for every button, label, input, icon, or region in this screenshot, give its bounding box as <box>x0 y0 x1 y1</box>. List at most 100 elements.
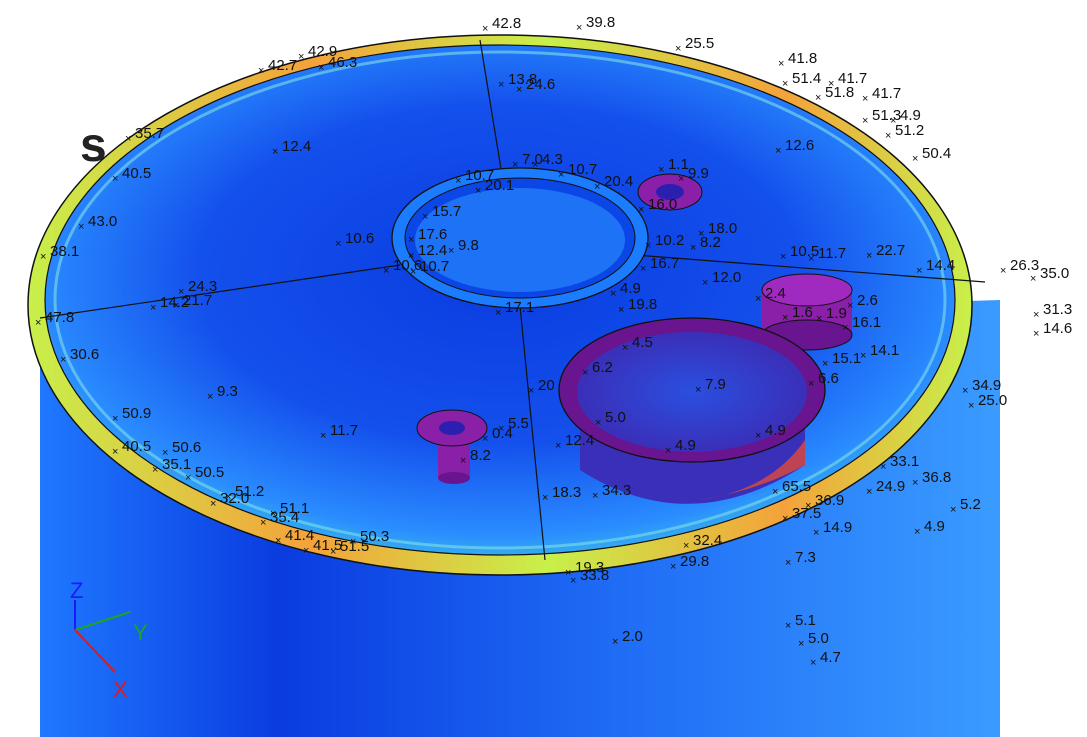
stress-value-label: 51.4 <box>792 70 821 87</box>
stress-value-label: 34.3 <box>602 482 631 499</box>
stress-value-label: 4.9 <box>900 107 921 124</box>
node-marker: × <box>482 433 488 445</box>
stress-value-label: 4.9 <box>675 437 696 454</box>
stress-value-label: 41.4 <box>285 527 314 544</box>
node-marker: × <box>782 312 788 324</box>
node-marker: × <box>558 169 564 181</box>
stress-value-label: 50.5 <box>195 464 224 481</box>
stress-value-label: 12.4 <box>282 138 311 155</box>
node-marker: × <box>816 313 822 325</box>
node-marker: × <box>638 204 644 216</box>
triad-x-label: X <box>113 677 128 702</box>
stress-value-label: 10.7 <box>465 167 494 184</box>
node-marker: × <box>576 22 582 34</box>
node-marker: × <box>810 657 816 669</box>
node-marker: × <box>35 317 41 329</box>
node-marker: × <box>847 300 853 312</box>
stress-value-label: 12.0 <box>712 269 741 286</box>
nozzle-top-small <box>637 173 703 211</box>
stress-value-label: 42.9 <box>308 43 337 60</box>
stress-value-label: 65.5 <box>782 478 811 495</box>
node-marker: × <box>595 417 601 429</box>
stress-value-label: 5.0 <box>605 409 626 426</box>
node-marker: × <box>968 400 974 412</box>
node-marker: × <box>335 238 341 250</box>
node-marker: × <box>885 130 891 142</box>
axis-triad: Z Y X <box>70 578 148 702</box>
stress-value-label: 2.0 <box>622 628 643 645</box>
stress-value-label: 35.0 <box>1040 265 1069 282</box>
stress-value-label: 35.7 <box>135 125 164 142</box>
nozzle-left-small <box>416 409 488 484</box>
stress-value-label: 41.7 <box>838 70 867 87</box>
node-marker: × <box>555 440 561 452</box>
stress-value-label: 18.3 <box>552 484 581 501</box>
node-marker: × <box>782 78 788 90</box>
node-marker: × <box>150 302 156 314</box>
stress-value-label: 0.4 <box>492 425 513 442</box>
node-marker: × <box>962 385 968 397</box>
stress-value-label: 26.3 <box>1010 257 1039 274</box>
stress-value-label: 9.3 <box>217 383 238 400</box>
stress-value-label: 14.4 <box>926 257 955 274</box>
node-marker: × <box>460 455 466 467</box>
node-marker: × <box>210 498 216 510</box>
node-marker: × <box>225 491 231 503</box>
stress-value-label: 5.5 <box>508 415 529 432</box>
node-marker: × <box>528 385 534 397</box>
triad-z-label: Z <box>70 578 83 603</box>
node-marker: × <box>78 221 84 233</box>
stress-value-label: 10.7 <box>568 161 597 178</box>
node-marker: × <box>582 367 588 379</box>
stress-value-label: 19.3 <box>575 559 604 576</box>
stress-value-label: 14.1 <box>870 342 899 359</box>
node-marker: × <box>860 350 866 362</box>
stress-value-label: 10.6 <box>345 230 374 247</box>
stress-value-label: 33.8 <box>580 567 609 584</box>
stress-value-label: 7.0 <box>522 151 543 168</box>
stress-value-label: 20 <box>538 377 555 394</box>
node-marker: × <box>112 173 118 185</box>
node-marker: × <box>950 504 956 516</box>
node-marker: × <box>815 92 821 104</box>
stress-value-label: 25.0 <box>978 392 1007 409</box>
node-marker: × <box>912 477 918 489</box>
stress-value-label: 5.2 <box>960 496 981 513</box>
node-marker: × <box>422 211 428 223</box>
stress-value-label: 21.7 <box>183 292 212 309</box>
node-marker: × <box>498 79 504 91</box>
node-marker: × <box>798 638 804 650</box>
stress-value-label: 50.6 <box>172 439 201 456</box>
node-marker: × <box>173 300 179 312</box>
node-marker: × <box>542 492 548 504</box>
node-marker: × <box>448 245 454 257</box>
node-marker: × <box>410 266 416 278</box>
node-marker: × <box>880 461 886 473</box>
large-nozzle-pad <box>558 317 826 504</box>
stress-value-label: 12.6 <box>785 137 814 154</box>
node-marker: × <box>640 263 646 275</box>
stress-value-label: 38.1 <box>50 243 79 260</box>
node-marker: × <box>320 430 326 442</box>
stress-value-label: 10.6 <box>393 257 422 274</box>
node-marker: × <box>303 545 309 557</box>
stress-value-labels: 42.8× 39.8×25.5×41.8×51.4× 41.7×51.8× 41.7×… <box>35 14 1072 669</box>
stress-value-label: 19.8 <box>628 296 657 313</box>
stress-value-label: 37.5 <box>792 505 821 522</box>
stress-value-label: 11.7 <box>818 245 846 262</box>
node-marker: × <box>683 540 689 552</box>
node-marker: × <box>658 164 664 176</box>
node-marker: × <box>565 567 571 579</box>
stress-value-label: 13.8 <box>508 71 537 88</box>
stress-value-label: 15.1 <box>832 350 861 367</box>
stress-value-label: 30.6 <box>70 346 99 363</box>
stress-value-label: 1.1 <box>668 156 689 173</box>
node-marker: × <box>862 93 868 105</box>
node-marker: × <box>808 253 814 265</box>
node-marker: × <box>842 322 848 334</box>
node-marker: × <box>822 358 828 370</box>
stress-value-label: 24.3 <box>188 278 217 295</box>
stress-value-label: 11.7 <box>330 422 358 439</box>
stress-value-label: 16.0 <box>648 196 677 213</box>
stress-value-label: 32.4 <box>693 532 722 549</box>
